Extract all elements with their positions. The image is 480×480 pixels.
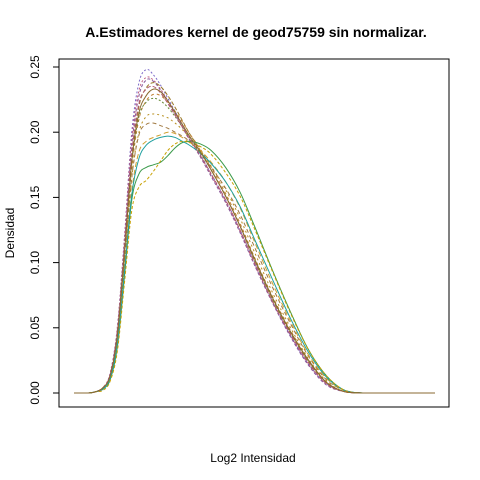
y-tick-label: 0.00 [28,381,42,405]
density-series-line [74,140,435,394]
density-series-line [74,97,435,394]
density-series-group [74,68,435,394]
density-series-line [74,113,435,394]
y-tick-label: 0.05 [28,316,42,340]
y-tick-label: 0.10 [28,251,42,275]
y-axis: 0.00 0.05 0.10 0.15 0.20 0.25 [28,55,60,405]
density-series-line [74,93,435,394]
y-tick-label: 0.15 [28,185,42,209]
y-axis-label: Densidad [3,208,17,259]
chart-title: A.Estimadores kernel de geod75759 sin no… [85,24,427,40]
y-tick-label: 0.20 [28,120,42,144]
density-series-line [74,88,435,394]
x-axis-label: Log2 Intensidad [210,451,295,465]
y-tick-label: 0.25 [28,55,42,79]
plot-area-frame [58,58,450,408]
density-series-line [74,135,435,394]
